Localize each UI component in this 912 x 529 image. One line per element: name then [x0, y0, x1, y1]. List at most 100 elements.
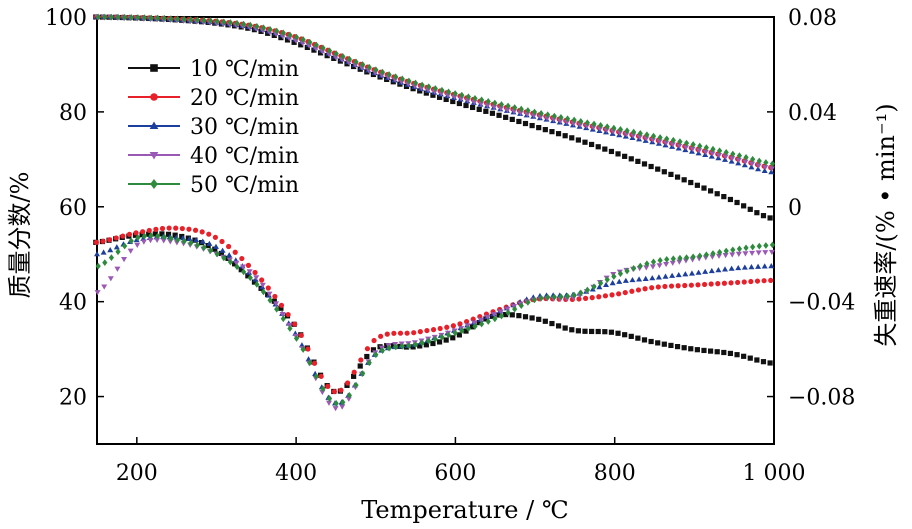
rate-point	[598, 279, 604, 287]
rate-point	[721, 349, 727, 356]
mass-point	[188, 16, 194, 23]
rate-point	[551, 293, 557, 301]
rate-point	[690, 253, 696, 261]
mass-point	[569, 135, 575, 141]
mass-point	[194, 16, 200, 24]
rate-point	[575, 328, 581, 334]
rate-point	[287, 325, 293, 332]
rate-point	[214, 250, 220, 258]
rate-point	[761, 263, 768, 269]
y-right-tick-label: −0.08	[788, 386, 855, 411]
mass-point	[340, 52, 346, 60]
mass-point	[577, 122, 584, 128]
rate-point	[273, 301, 280, 307]
legend-label: 20 ℃/min	[190, 86, 299, 111]
rate-point	[582, 328, 588, 334]
rate-point	[694, 347, 700, 353]
rate-point	[754, 357, 760, 363]
mass-point	[518, 105, 524, 113]
rate-point	[364, 346, 371, 352]
rate-point	[722, 253, 729, 259]
mass-point	[742, 159, 749, 165]
mass-point	[443, 96, 449, 103]
rate-point	[278, 302, 285, 308]
mass-point	[551, 112, 557, 120]
rate-point	[741, 353, 747, 359]
rate-point	[247, 274, 253, 282]
rate-point	[589, 295, 595, 301]
rate-point	[452, 329, 458, 337]
rate-point	[100, 238, 106, 244]
rate-point	[107, 237, 113, 243]
mass-point	[557, 118, 564, 124]
y-right-tick-label: 0.04	[788, 101, 837, 126]
rate-point	[419, 339, 425, 347]
rate-point	[631, 264, 637, 272]
rate-point	[749, 250, 756, 257]
rate-point	[128, 237, 134, 245]
mass-point	[755, 166, 762, 172]
plot-frame	[96, 16, 775, 445]
mass-point	[135, 14, 141, 21]
rate-point	[146, 227, 152, 234]
mass-point	[584, 119, 590, 127]
rate-point	[260, 288, 267, 296]
mass-point	[735, 160, 742, 166]
rate-point	[683, 254, 690, 262]
mass-point	[715, 155, 722, 161]
rate-point	[682, 271, 689, 277]
rate-point	[755, 263, 762, 269]
mass-point	[456, 100, 462, 107]
rate-point	[155, 232, 161, 240]
rate-point	[729, 252, 736, 258]
mass-point	[549, 129, 555, 135]
rate-point	[479, 320, 485, 328]
rate-point	[133, 236, 140, 243]
rate-point	[133, 230, 139, 236]
y-axis-title-right: 失重速率/(% • min⁻¹)	[872, 103, 900, 346]
mass-point	[451, 94, 458, 100]
mass-point	[694, 182, 700, 188]
rate-point	[280, 315, 286, 323]
mass-point	[722, 154, 729, 160]
rate-point	[512, 305, 518, 313]
rate-point	[139, 232, 145, 238]
rate-point	[161, 233, 167, 241]
mass-point	[386, 71, 392, 78]
mass-point	[516, 118, 522, 125]
rate-point	[629, 276, 636, 283]
mass-point	[610, 129, 617, 135]
rate-point	[226, 252, 233, 258]
mass-point	[735, 157, 742, 164]
mass-point	[492, 99, 498, 107]
mass-point	[201, 16, 207, 24]
legend-marker	[149, 121, 159, 130]
rate-point	[734, 352, 740, 358]
mass-point	[709, 151, 716, 157]
rate-point	[584, 286, 590, 294]
rate-point	[174, 236, 181, 244]
rate-point	[595, 328, 601, 335]
rate-point	[701, 281, 708, 288]
rate-point	[179, 225, 185, 232]
rate-point	[390, 343, 396, 349]
rate-point	[668, 342, 674, 349]
mass-point	[617, 126, 624, 133]
rate-point	[611, 273, 617, 280]
mass-point	[300, 36, 306, 43]
mass-point	[465, 93, 471, 101]
rate-point	[622, 289, 628, 296]
rate-point	[234, 263, 240, 271]
rate-point	[701, 347, 707, 354]
rate-point	[166, 225, 172, 231]
mass-point	[317, 50, 324, 56]
mass-point	[648, 163, 654, 170]
mass-point	[353, 58, 359, 66]
mass-point	[287, 31, 293, 39]
mass-point	[696, 148, 703, 154]
rate-point	[298, 332, 304, 339]
mass-point	[522, 120, 529, 127]
mass-point	[360, 61, 366, 68]
rate-point	[576, 296, 582, 302]
x-tick-label: 200	[116, 461, 158, 486]
